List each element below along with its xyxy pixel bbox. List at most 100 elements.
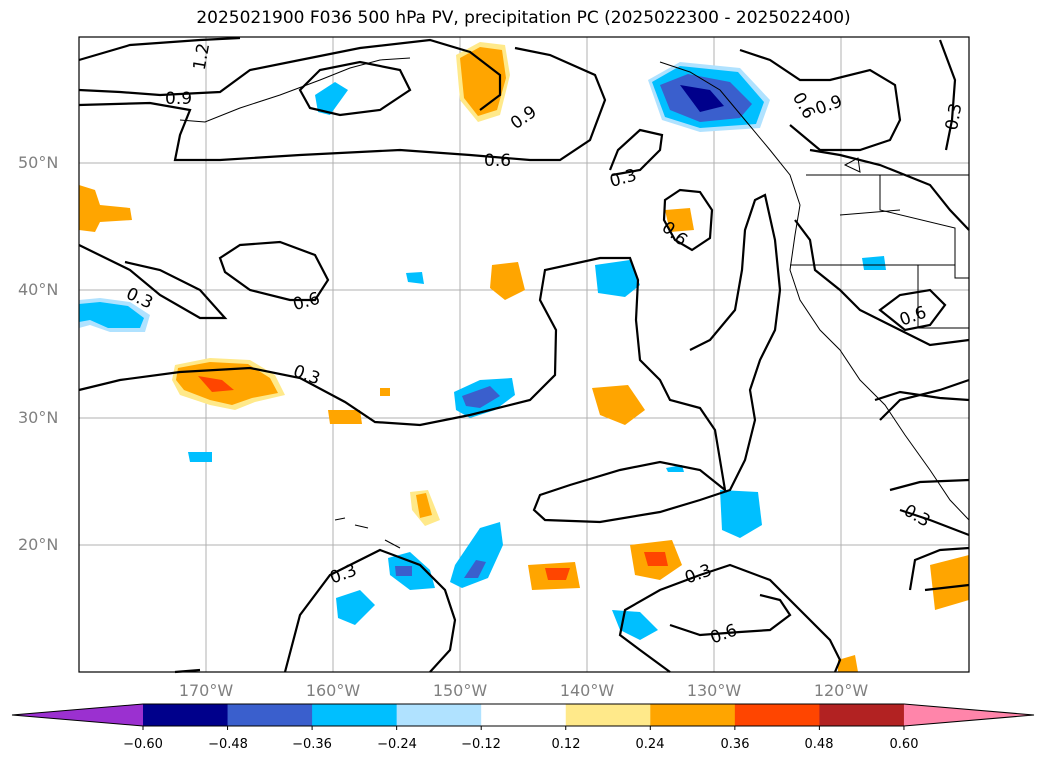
lon-label: 160°W: [305, 681, 361, 700]
colorbar-segment: [143, 704, 229, 726]
colorbar-segment: [396, 704, 482, 726]
pv-contour-line: [78, 38, 502, 111]
precip-positive-area: [930, 555, 969, 610]
pv-contour-line: [924, 583, 970, 592]
contour-labels: 1.2 0.9 0.9 0.9 0.6 0.6 0.6 0.6 0.6 0.6 …: [123, 42, 967, 649]
contour-label: 0.6: [291, 289, 322, 315]
contour-label: 0.6: [484, 151, 511, 171]
pv-contour-line: [889, 478, 970, 492]
precip-negative-area: [79, 302, 144, 328]
precip-positive-area: [198, 376, 234, 392]
precip-negative-area: [680, 85, 724, 112]
colorbar-extend-high: [903, 704, 1034, 726]
contour-label: 0.3: [682, 560, 714, 588]
precip-negative-area: [336, 590, 375, 625]
precip-positive-area: [490, 262, 525, 300]
lon-label: 130°W: [686, 681, 742, 700]
colorbar-segment: [312, 704, 398, 726]
lon-label: 150°W: [432, 681, 488, 700]
precip-positive-area: [79, 185, 132, 232]
colorbar-segment: [819, 704, 905, 726]
precip-negative-area: [862, 256, 886, 270]
contour-label: 0.9: [813, 91, 845, 119]
colorbar-tick-label: 0.60: [889, 737, 919, 752]
colorbar-tick-label: 0.48: [804, 737, 834, 752]
precip-negative-area: [720, 490, 762, 538]
pv-contour-line: [78, 46, 607, 162]
precip-negative-area: [395, 566, 412, 576]
coastlines: [179, 57, 970, 549]
pv-contour-line: [809, 148, 970, 231]
contour-label: 0.6: [788, 89, 819, 122]
contour-label: 0.6: [708, 620, 740, 648]
colorbar-segment: [650, 704, 736, 726]
pv-contour-line: [794, 219, 970, 347]
colorbar-tick-label: 0.36: [720, 737, 750, 752]
contour-label: 0.9: [165, 89, 192, 109]
pv-contour-line: [739, 48, 902, 152]
precip-positive-area: [416, 493, 432, 518]
contour-label: 0.3: [327, 560, 359, 588]
precip-negative-area: [406, 272, 424, 284]
pv-contour-line: [669, 593, 792, 637]
pv-contour-line: [908, 546, 970, 591]
colorbar-segment: [565, 704, 651, 726]
pv-contour-line: [283, 548, 457, 673]
pv-contour-line: [878, 288, 947, 332]
colorbar-tick-label: −0.60: [123, 737, 163, 752]
colorbar: [11, 703, 1035, 730]
colorbar-segment: [481, 704, 567, 726]
map-frame: [78, 36, 970, 673]
map-title: 2025021900 F036 500 hPa PV, precipitatio…: [196, 8, 851, 28]
contour-label: 0.3: [290, 361, 322, 389]
precip-negative-area: [315, 82, 348, 115]
lat-label: 50°N: [18, 153, 59, 172]
pv-contour-line: [298, 60, 412, 117]
gridlines: [79, 37, 969, 672]
lon-label: 170°W: [178, 681, 234, 700]
colorbar-tick-label: −0.48: [208, 737, 248, 752]
precip-negative-area: [595, 260, 640, 297]
precip-negative-area: [462, 386, 500, 408]
precip-positive-area: [328, 410, 362, 424]
precip-positive-area: [545, 568, 570, 580]
precip-positive-area: [380, 388, 390, 396]
pv-contour-line: [662, 188, 714, 252]
precip-positive-area: [838, 655, 858, 672]
pv-contour-line: [938, 39, 957, 151]
contour-label: 0.9: [507, 102, 541, 134]
pv-contour-line: [218, 240, 330, 302]
precip-shading: [79, 42, 969, 672]
pv-contour-line: [608, 128, 664, 177]
lat-label: 30°N: [18, 408, 59, 427]
pv-contour-line: [78, 193, 782, 524]
colorbar-tick-label: 0.24: [635, 737, 665, 752]
contour-label: 1.2: [190, 42, 214, 72]
pv-contours: [78, 36, 970, 674]
contour-label: 0.3: [942, 102, 966, 132]
precip-positive-area: [665, 208, 694, 232]
precip-positive-area: [644, 552, 668, 566]
lat-label: 40°N: [18, 280, 59, 299]
pv-contour-line: [618, 563, 842, 673]
colorbar-segment: [734, 704, 820, 726]
precip-negative-area: [464, 560, 486, 578]
colorbar-tick-label: −0.24: [377, 737, 417, 752]
precip-positive-area: [176, 362, 278, 405]
precip-negative-area: [188, 452, 212, 462]
lon-label: 120°W: [813, 681, 869, 700]
pv-contour-line: [899, 508, 970, 537]
lat-label: 20°N: [18, 535, 59, 554]
colorbar-tick-label: 0.12: [551, 737, 581, 752]
colorbar-extend-low: [12, 704, 143, 726]
pv-contour-line: [78, 244, 228, 320]
contour-label: 0.3: [900, 501, 933, 532]
pv-contour-line: [78, 36, 241, 62]
lon-label: 140°W: [559, 681, 615, 700]
colorbar-tick-label: −0.36: [292, 737, 332, 752]
colorbar-segment: [227, 704, 313, 726]
contour-label: 0.3: [608, 165, 639, 191]
pv-contour-line: [874, 390, 970, 402]
precip-positive-area: [592, 385, 645, 425]
